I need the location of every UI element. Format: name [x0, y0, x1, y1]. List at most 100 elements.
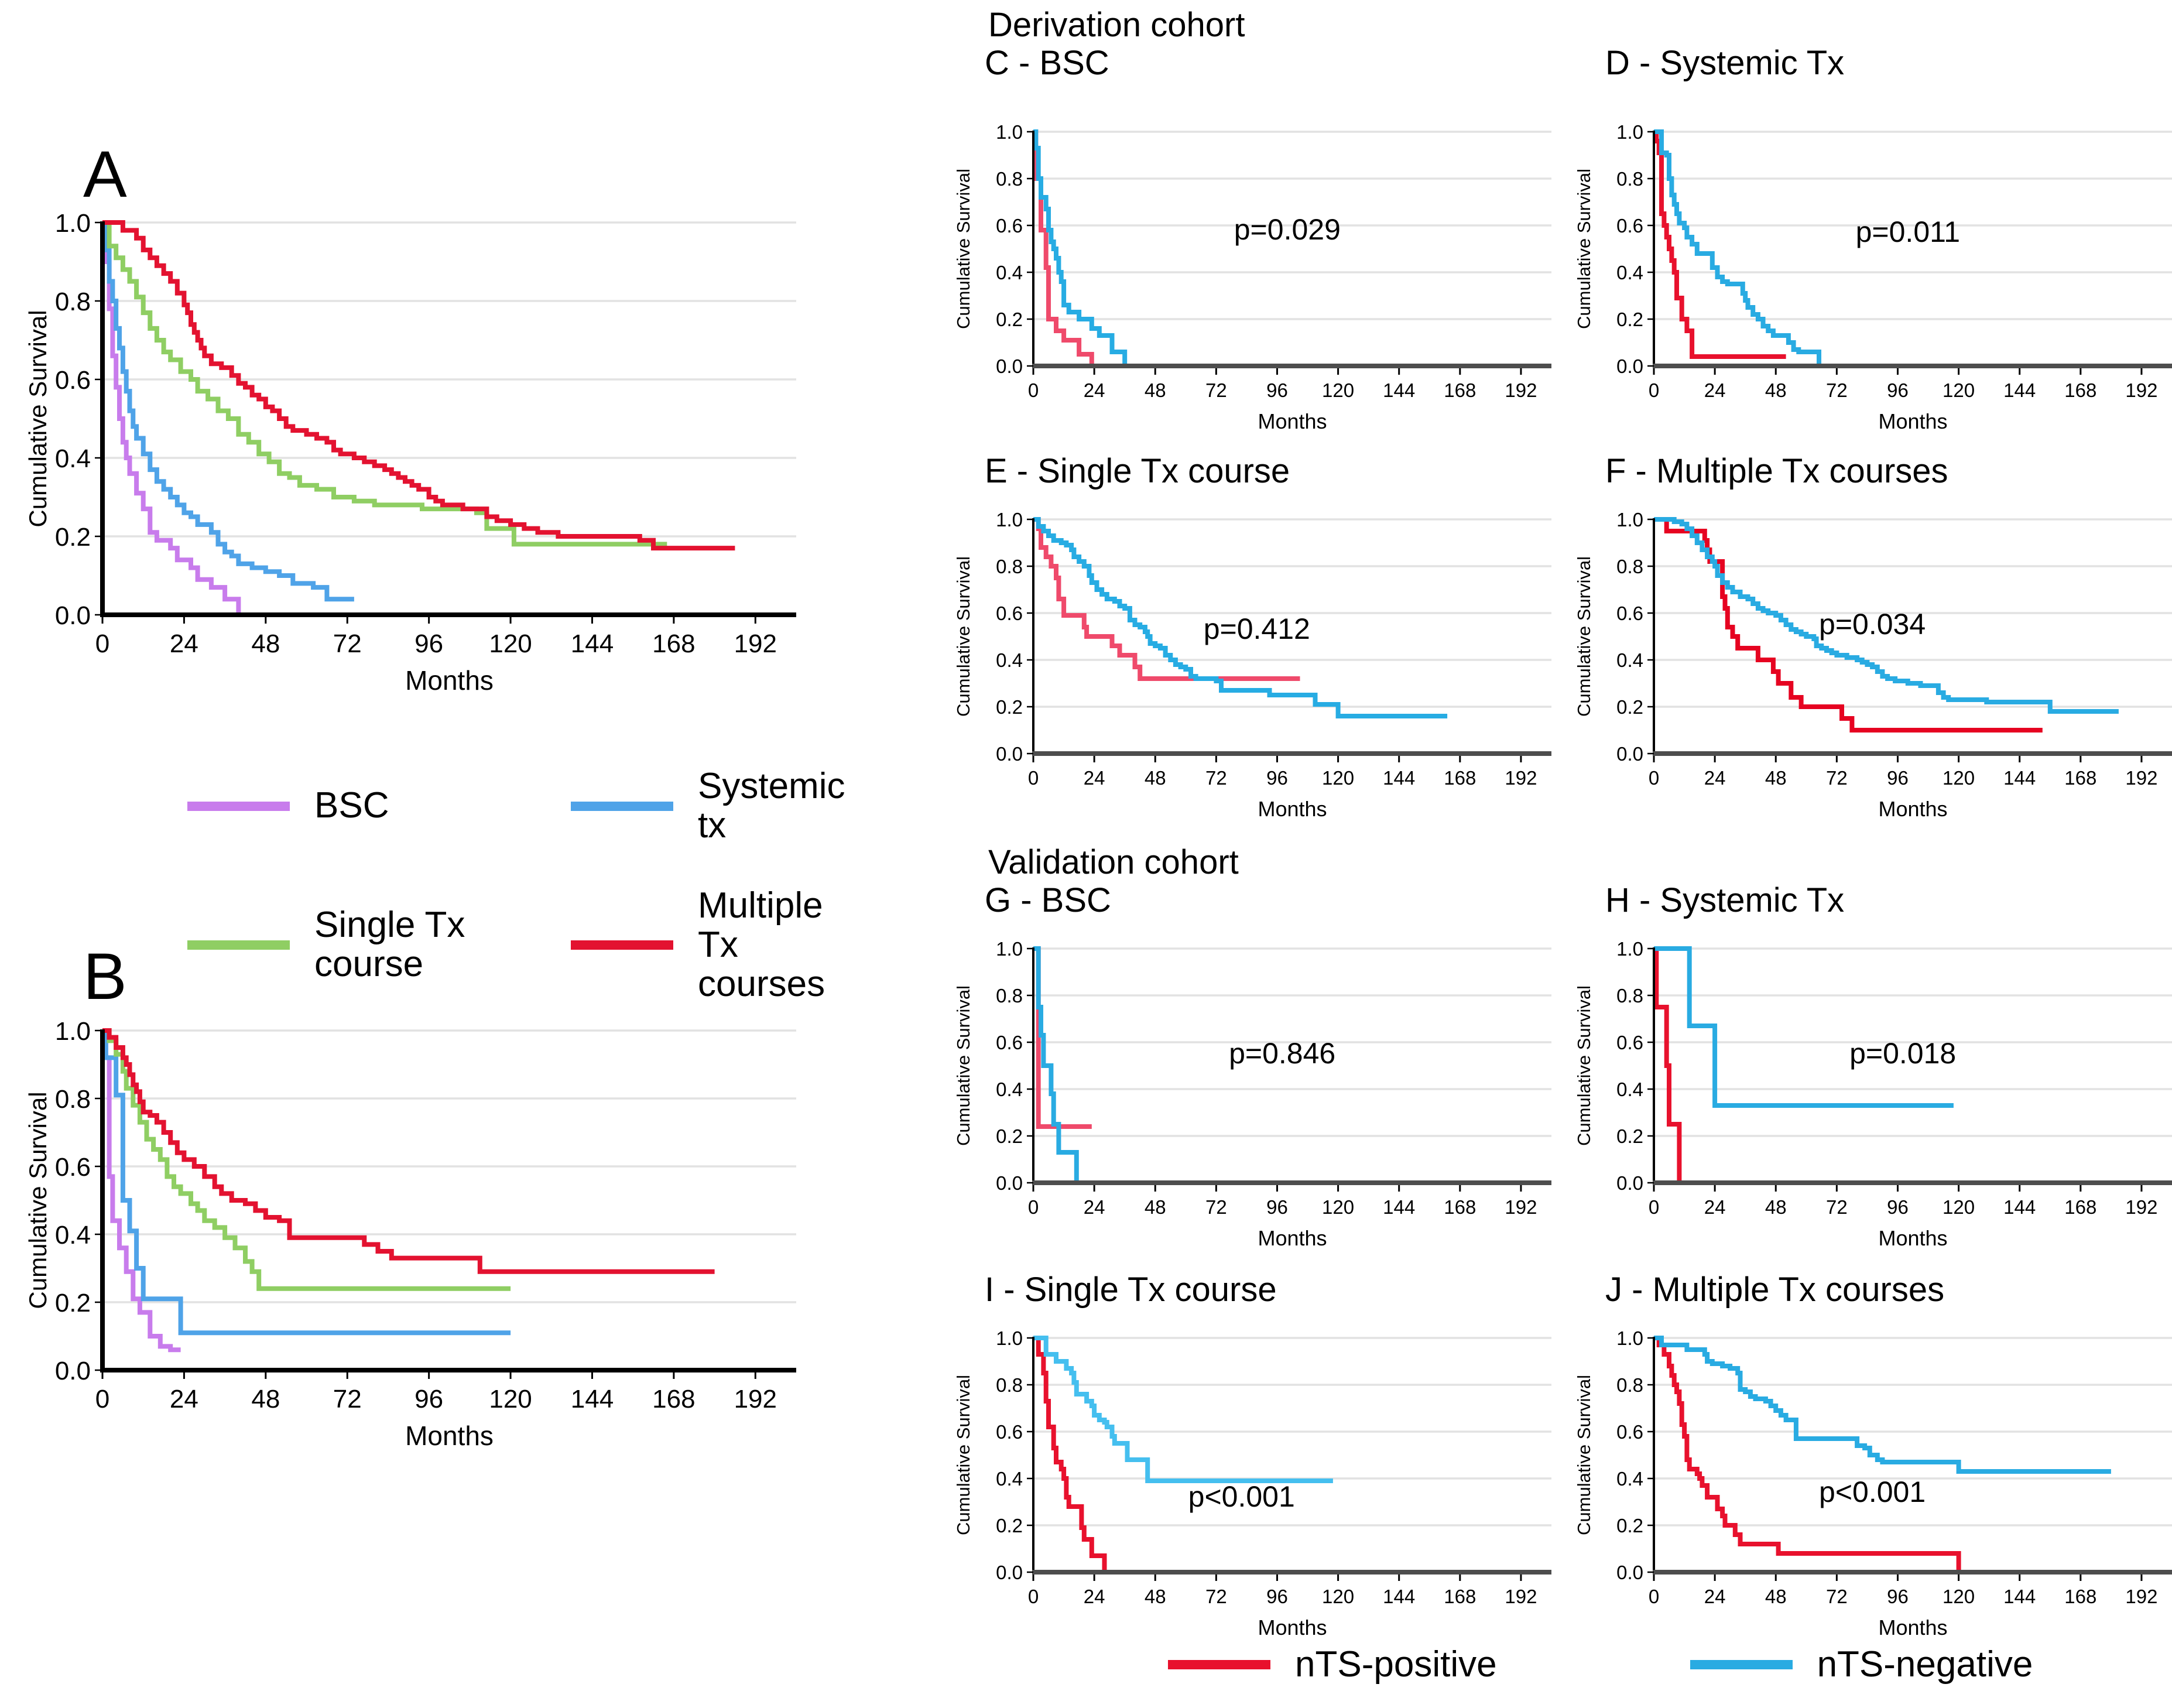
km-curve-nts-positive — [1654, 946, 1682, 1183]
x-tick-label: 48 — [1145, 1196, 1166, 1218]
validation-cohort-header: Validation cohort — [988, 843, 1239, 881]
x-tick-label: 144 — [571, 629, 614, 658]
x-tick-label: 144 — [1383, 767, 1415, 789]
p-value-label: p=0.412 — [1204, 612, 1310, 645]
x-tick-label: 0 — [1028, 1586, 1039, 1607]
x-tick-label: 24 — [1084, 379, 1105, 401]
panel-a-letter: A — [83, 138, 127, 211]
km-curve-nts-negative — [1033, 517, 1448, 718]
y-tick-label: 0.2 — [1616, 1515, 1643, 1536]
x-tick-label: 192 — [734, 1385, 777, 1413]
km-curve-bsc — [102, 1028, 181, 1353]
nts-negative-line-swatch — [1690, 1660, 1793, 1670]
x-tick-label: 168 — [652, 1385, 695, 1413]
y-tick-label: 0.2 — [996, 696, 1023, 718]
panel-b-km-chart: 0 24 48 72 96 120 144 168 192 1.0 0.8 0.6 0.4 0.2 0.0 M… — [24, 1017, 796, 1451]
systemic-tx-line-swatch — [571, 801, 673, 811]
panel-f-title: F - Multiple Tx courses — [1605, 452, 1948, 490]
y-tick-label: 0.0 — [1616, 1562, 1643, 1583]
y-tick-label: 0.4 — [1616, 1079, 1643, 1100]
km-curve-systemic-tx — [102, 220, 354, 602]
p-value-label: p=0.029 — [1234, 213, 1341, 246]
km-curve-nts-positive — [1654, 517, 2043, 733]
km-curve-multiple-tx-courses — [102, 1028, 715, 1274]
km-curve-nts-positive — [1033, 517, 1300, 681]
x-axis-title: Months — [1878, 1615, 1947, 1639]
panel-c-km-chart: 0 24 48 72 96 120 144 168 192 1.0 0.8 0.6 0.4 0.2 0.0 M… — [953, 121, 1551, 433]
y-axis-title: Cumulative Survival — [24, 310, 52, 527]
x-tick-label: 168 — [652, 629, 695, 658]
legend-item-nts-positive: nTS-positive — [1168, 1645, 1497, 1685]
y-axis-title: Cumulative Survival — [24, 1091, 52, 1309]
panel-g-title: G - BSC — [985, 881, 1111, 919]
x-tick-label: 120 — [489, 1385, 532, 1413]
x-tick-label: 168 — [2064, 379, 2096, 401]
x-tick-label: 168 — [2064, 767, 2096, 789]
y-tick-label: 0.8 — [1616, 556, 1643, 577]
x-tick-label: 168 — [1444, 379, 1476, 401]
y-tick-label: 0.0 — [1616, 743, 1643, 765]
panel-h-km-chart: 0 24 48 72 96 120 144 168 192 1.0 0.8 0.6 0.4 0.2 0.0 M… — [1574, 938, 2172, 1250]
x-tick-label: 192 — [2125, 1586, 2157, 1607]
x-tick-label: 0 — [1028, 379, 1039, 401]
y-tick-label: 1.0 — [55, 209, 91, 238]
panel-i-km-chart: 0 24 48 72 96 120 144 168 192 1.0 0.8 0.6 0.4 0.2 0.0 M… — [953, 1327, 1551, 1639]
panel-f-km-chart: 0 24 48 72 96 120 144 168 192 1.0 0.8 0.6 0.4 0.2 0.0 M… — [1574, 509, 2172, 821]
y-tick-label: 0.4 — [996, 262, 1023, 283]
x-tick-label: 72 — [1205, 1586, 1227, 1607]
y-tick-label: 0.8 — [996, 168, 1023, 190]
y-tick-label: 0.6 — [1616, 1032, 1643, 1053]
km-curve-nts-negative — [1033, 1336, 1333, 1483]
km-curve-nts-positive — [1033, 129, 1095, 368]
km-curve-nts-positive — [1654, 129, 1786, 359]
km-curve-nts-negative — [1654, 517, 2119, 714]
x-tick-label: 192 — [1505, 1586, 1537, 1607]
x-tick-label: 48 — [1145, 1586, 1166, 1607]
km-curve-nts-positive — [1033, 1336, 1112, 1574]
p-value-label: p=0.011 — [1856, 215, 1960, 248]
legend-item-systemic-tx: Systemic tx — [571, 766, 845, 846]
panel-e-km-chart: 0 24 48 72 96 120 144 168 192 1.0 0.8 0.6 0.4 0.2 0.0 M… — [953, 509, 1551, 821]
y-tick-label: 0.6 — [55, 1153, 91, 1182]
legend-item-bsc: BSC — [187, 767, 571, 846]
x-tick-label: 72 — [333, 1385, 362, 1413]
x-tick-label: 144 — [1383, 1196, 1415, 1218]
x-tick-label: 168 — [1444, 767, 1476, 789]
x-tick-label: 192 — [2125, 767, 2157, 789]
y-tick-label: 1.0 — [55, 1017, 91, 1046]
x-axis-title: Months — [1878, 1226, 1947, 1250]
x-tick-label: 168 — [2064, 1196, 2096, 1218]
x-tick-label: 192 — [734, 629, 777, 658]
x-tick-label: 144 — [2003, 767, 2036, 789]
y-tick-label: 0.6 — [996, 1032, 1023, 1053]
x-tick-label: 48 — [1765, 379, 1787, 401]
x-axis-title: Months — [1258, 1226, 1327, 1250]
x-tick-label: 0 — [95, 1385, 109, 1413]
y-axis-title: Cumulative Survival — [953, 169, 974, 329]
multiple-tx-line-swatch — [571, 940, 673, 950]
km-curve-systemic-tx — [102, 1028, 511, 1336]
y-tick-label: 0.4 — [1616, 1468, 1643, 1490]
x-tick-label: 24 — [1084, 1586, 1105, 1607]
nts-legend: nTS-positive nTS-negative — [1168, 1645, 2033, 1685]
x-tick-label: 96 — [1887, 379, 1909, 401]
km-curve-bsc — [102, 220, 241, 615]
y-tick-label: 1.0 — [996, 509, 1023, 530]
x-tick-label: 24 — [1704, 767, 1726, 789]
legend-item-single-tx-course: Single Tx course — [187, 886, 571, 1004]
panel-c-title: C - BSC — [985, 44, 1109, 82]
y-tick-label: 0.2 — [996, 1515, 1023, 1536]
km-curve-nts-negative — [1654, 946, 1954, 1108]
panel-d-title: D - Systemic Tx — [1605, 44, 1845, 82]
y-tick-label: 0.0 — [996, 1562, 1023, 1583]
y-axis-title: Cumulative Survival — [953, 1375, 974, 1535]
x-tick-label: 0 — [1649, 767, 1659, 789]
nts-positive-legend-label: nTS-positive — [1295, 1644, 1497, 1685]
y-tick-label: 0.6 — [1616, 215, 1643, 237]
y-tick-label: 1.0 — [996, 938, 1023, 960]
y-tick-label: 0.6 — [1616, 603, 1643, 624]
y-tick-label: 0.2 — [996, 1125, 1023, 1147]
x-tick-label: 120 — [1322, 1586, 1354, 1607]
y-tick-label: 0.0 — [55, 1357, 91, 1385]
